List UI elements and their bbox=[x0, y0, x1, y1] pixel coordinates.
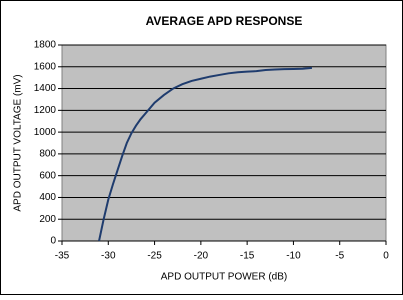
y-tick-label: 1200 bbox=[34, 105, 57, 116]
y-tick-label: 200 bbox=[39, 214, 56, 225]
y-tick-label: 1800 bbox=[34, 40, 57, 51]
y-tick-label: 0 bbox=[50, 236, 56, 247]
x-tick-label: 0 bbox=[383, 251, 389, 262]
y-tick-label: 1600 bbox=[34, 61, 57, 72]
x-tick-label: -5 bbox=[335, 251, 344, 262]
y-tick-label: 800 bbox=[39, 149, 56, 160]
x-tick-label: -35 bbox=[55, 251, 70, 262]
y-axis-label: APD OUTPUT VOLTAGE (mV) bbox=[13, 74, 24, 211]
y-tick-label: 1000 bbox=[34, 127, 57, 138]
y-tick-label: 400 bbox=[39, 192, 56, 203]
x-tick-label: -20 bbox=[194, 251, 209, 262]
x-axis-label: APD OUTPUT POWER (dB) bbox=[161, 272, 288, 283]
x-tick-label: -30 bbox=[101, 251, 116, 262]
plot-area bbox=[61, 44, 387, 242]
y-tick-label: 600 bbox=[39, 170, 56, 181]
y-tick-label: 1400 bbox=[34, 83, 57, 94]
x-tick-label: -25 bbox=[147, 251, 162, 262]
x-tick-label: -10 bbox=[286, 251, 301, 262]
x-tick-label: -15 bbox=[240, 251, 255, 262]
data-line bbox=[98, 66, 313, 242]
chart-title: AVERAGE APD RESPONSE bbox=[146, 14, 303, 28]
